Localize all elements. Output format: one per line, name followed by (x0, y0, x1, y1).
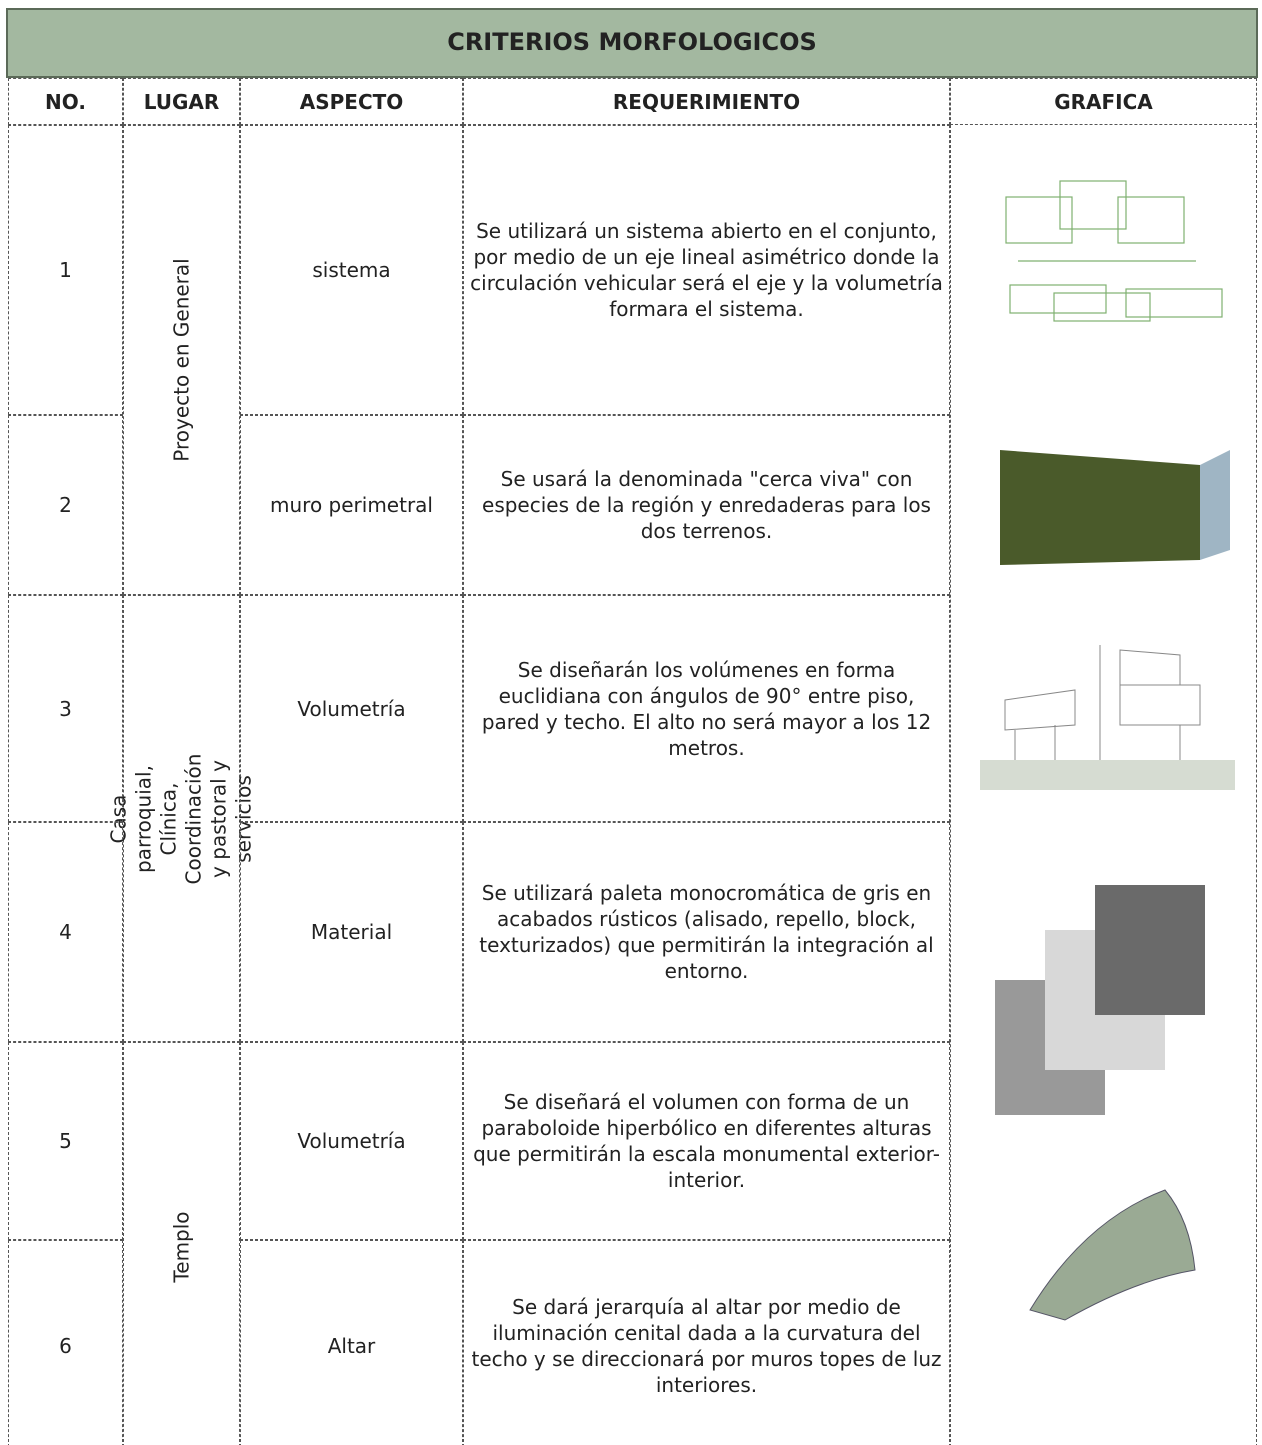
col-header: ASPECTO (240, 78, 463, 125)
diagram-volumes (980, 645, 1235, 790)
place: Casa parroquial, Clínica, Coordinación y… (106, 753, 256, 884)
requirement: Se utilizará paleta monocromática de gri… (463, 822, 950, 1042)
aspect: sistema (240, 125, 463, 415)
requirement: Se utilizará un sistema abierto en el co… (463, 125, 950, 415)
texture-samples (995, 885, 1205, 1115)
aspect: Altar (240, 1240, 463, 1445)
col-header: REQUERIMIENTO (463, 78, 950, 125)
place-cell: Proyecto en General (123, 125, 240, 595)
photo-green-wall (1000, 450, 1230, 565)
col-header: NO. (8, 78, 123, 125)
col-header: LUGAR (123, 78, 240, 125)
diagram-system (1005, 180, 1223, 322)
aspect: Material (240, 822, 463, 1042)
requirement: Se usará la denominada "cerca viva" con … (463, 415, 950, 595)
requirement: Se dará jerarquía al altar por medio de … (463, 1240, 950, 1445)
requirement: Se diseñarán los volúmenes en forma eucl… (463, 595, 950, 822)
row-number: 6 (8, 1240, 123, 1445)
row-number: 1 (8, 125, 123, 415)
place: Proyecto en General (169, 258, 194, 462)
place-cell: Templo (123, 1042, 240, 1445)
row-number: 5 (8, 1042, 123, 1240)
row-number: 4 (8, 822, 123, 1042)
place-cell: Casa parroquial, Clínica, Coordinación y… (107, 595, 256, 1042)
row-number: 3 (8, 595, 123, 822)
place: Templo (169, 1211, 194, 1283)
graphic-cell (950, 125, 1257, 1445)
aspect: Volumetría (240, 595, 463, 822)
row-number: 2 (8, 415, 123, 595)
aspect: Volumetría (240, 1042, 463, 1240)
title: CRITERIOS MORFOLOGICOS (6, 8, 1258, 78)
aspect: muro perimetral (240, 415, 463, 595)
diagram-paraboloid (1029, 1189, 1196, 1321)
requirement: Se diseñará el volumen con forma de un p… (463, 1042, 950, 1240)
col-header: GRAFICA (950, 78, 1257, 125)
